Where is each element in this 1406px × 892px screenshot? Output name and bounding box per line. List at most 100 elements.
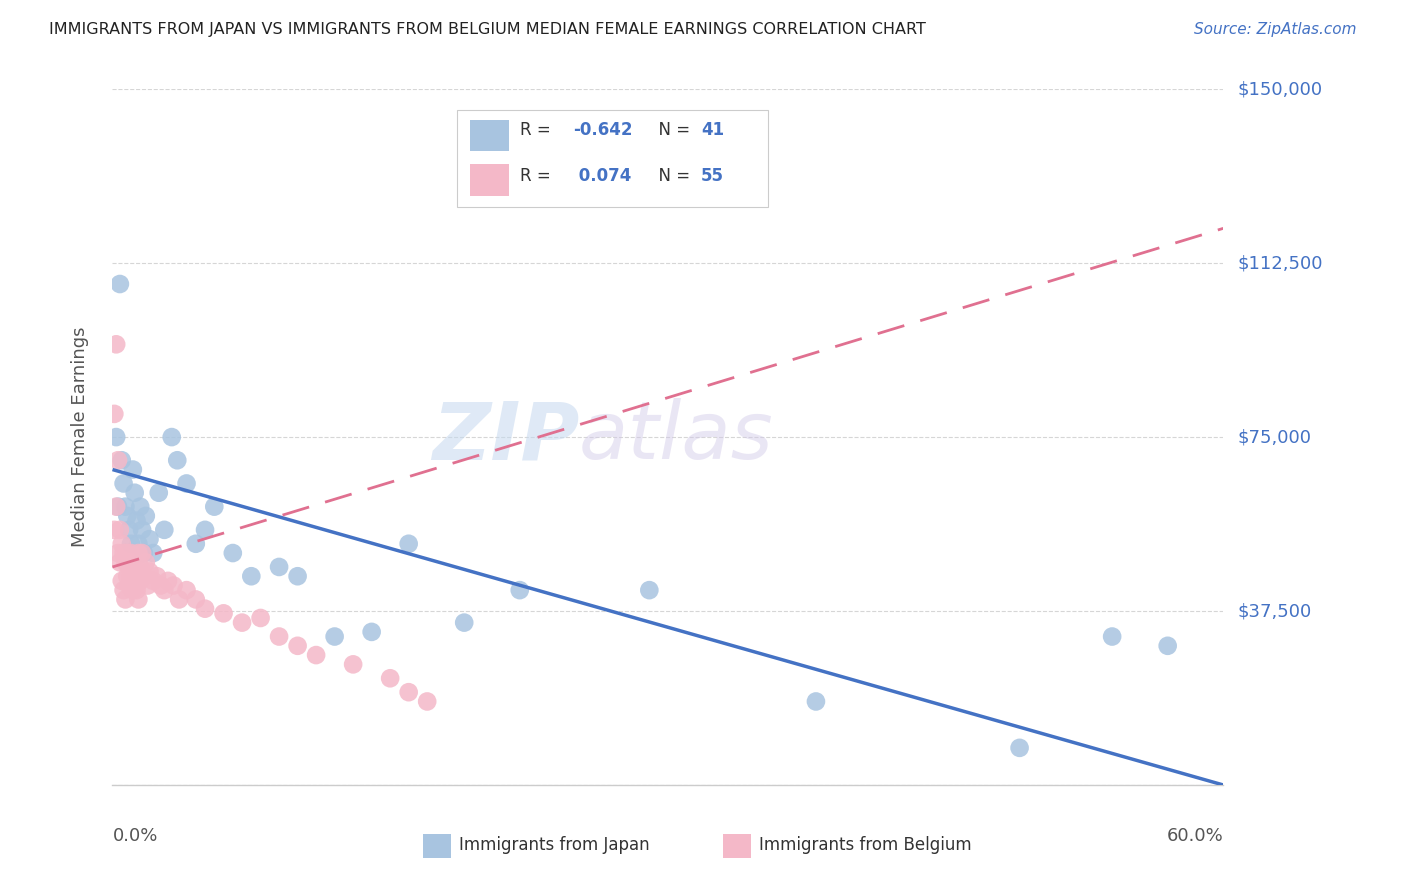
Text: -0.642: -0.642	[574, 120, 633, 138]
Point	[1156, 639, 1178, 653]
Point	[176, 476, 198, 491]
Point	[398, 537, 420, 551]
Point	[176, 583, 198, 598]
Point	[107, 546, 129, 560]
Text: 0.074: 0.074	[574, 168, 631, 186]
Text: $112,500: $112,500	[1237, 254, 1323, 272]
Point	[114, 500, 136, 514]
Text: 0.0%: 0.0%	[112, 827, 157, 845]
FancyBboxPatch shape	[470, 120, 509, 151]
Text: $150,000: $150,000	[1237, 80, 1322, 98]
Point	[117, 546, 139, 560]
Point	[166, 453, 188, 467]
Point	[360, 624, 382, 639]
Point	[107, 500, 129, 514]
Text: Immigrants from Belgium: Immigrants from Belgium	[759, 836, 972, 854]
Point	[108, 523, 131, 537]
Point	[103, 523, 125, 537]
Point	[305, 648, 328, 662]
Point	[112, 546, 135, 560]
Point	[1101, 630, 1123, 644]
Point	[120, 546, 142, 560]
Text: $75,000: $75,000	[1237, 428, 1312, 446]
Point	[121, 583, 143, 598]
Point	[105, 337, 128, 351]
Point	[416, 694, 439, 708]
Point	[249, 611, 271, 625]
Point	[136, 578, 159, 592]
Point	[105, 430, 128, 444]
Point	[212, 607, 235, 621]
Point	[509, 583, 531, 598]
Point	[267, 630, 291, 644]
Point	[380, 671, 402, 685]
Point	[1008, 740, 1031, 755]
Text: atlas: atlas	[579, 398, 773, 476]
Point	[117, 508, 139, 523]
Point	[108, 555, 131, 569]
Point	[287, 569, 309, 583]
Point	[105, 500, 128, 514]
Point	[184, 537, 207, 551]
Point	[148, 485, 170, 500]
Text: Immigrants from Japan: Immigrants from Japan	[458, 836, 650, 854]
Point	[157, 574, 180, 588]
Point	[124, 578, 146, 592]
Point	[114, 555, 136, 569]
Point	[267, 560, 291, 574]
Point	[131, 523, 153, 537]
Text: ZIP: ZIP	[432, 398, 579, 476]
Point	[153, 523, 176, 537]
Point	[124, 560, 146, 574]
Point	[112, 476, 135, 491]
Point	[194, 523, 217, 537]
Point	[142, 546, 165, 560]
Point	[127, 546, 149, 560]
Point	[162, 578, 184, 592]
Point	[149, 578, 172, 592]
Point	[240, 569, 263, 583]
Point	[135, 555, 157, 569]
Point	[131, 546, 153, 560]
Point	[160, 430, 183, 444]
Text: N =: N =	[648, 168, 695, 186]
Text: 55: 55	[702, 168, 724, 186]
Point	[111, 453, 134, 467]
Point	[398, 685, 420, 699]
Point	[342, 657, 364, 672]
Point	[129, 560, 152, 574]
Point	[120, 537, 142, 551]
Y-axis label: Median Female Earnings: Median Female Earnings	[70, 326, 89, 548]
Point	[153, 583, 176, 598]
Point	[135, 508, 157, 523]
Text: $37,500: $37,500	[1237, 602, 1312, 620]
Point	[804, 694, 827, 708]
Point	[124, 485, 146, 500]
Point	[118, 523, 141, 537]
Point	[132, 569, 155, 583]
Point	[107, 453, 129, 467]
FancyBboxPatch shape	[423, 834, 451, 858]
Point	[167, 592, 190, 607]
Text: 60.0%: 60.0%	[1167, 827, 1223, 845]
Point	[127, 592, 149, 607]
Point	[222, 546, 245, 560]
Text: IMMIGRANTS FROM JAPAN VS IMMIGRANTS FROM BELGIUM MEDIAN FEMALE EARNINGS CORRELAT: IMMIGRANTS FROM JAPAN VS IMMIGRANTS FROM…	[49, 22, 927, 37]
Point	[184, 592, 207, 607]
Point	[121, 462, 143, 476]
FancyBboxPatch shape	[457, 110, 768, 208]
Point	[138, 532, 160, 546]
Text: R =: R =	[520, 120, 557, 138]
Point	[127, 537, 149, 551]
Point	[287, 639, 309, 653]
Point	[194, 601, 217, 615]
Point	[638, 583, 661, 598]
Point	[142, 574, 165, 588]
Point	[118, 560, 141, 574]
Point	[121, 555, 143, 569]
Text: Source: ZipAtlas.com: Source: ZipAtlas.com	[1194, 22, 1357, 37]
Point	[129, 500, 152, 514]
FancyBboxPatch shape	[470, 164, 509, 195]
Point	[112, 583, 135, 598]
Point	[146, 569, 169, 583]
